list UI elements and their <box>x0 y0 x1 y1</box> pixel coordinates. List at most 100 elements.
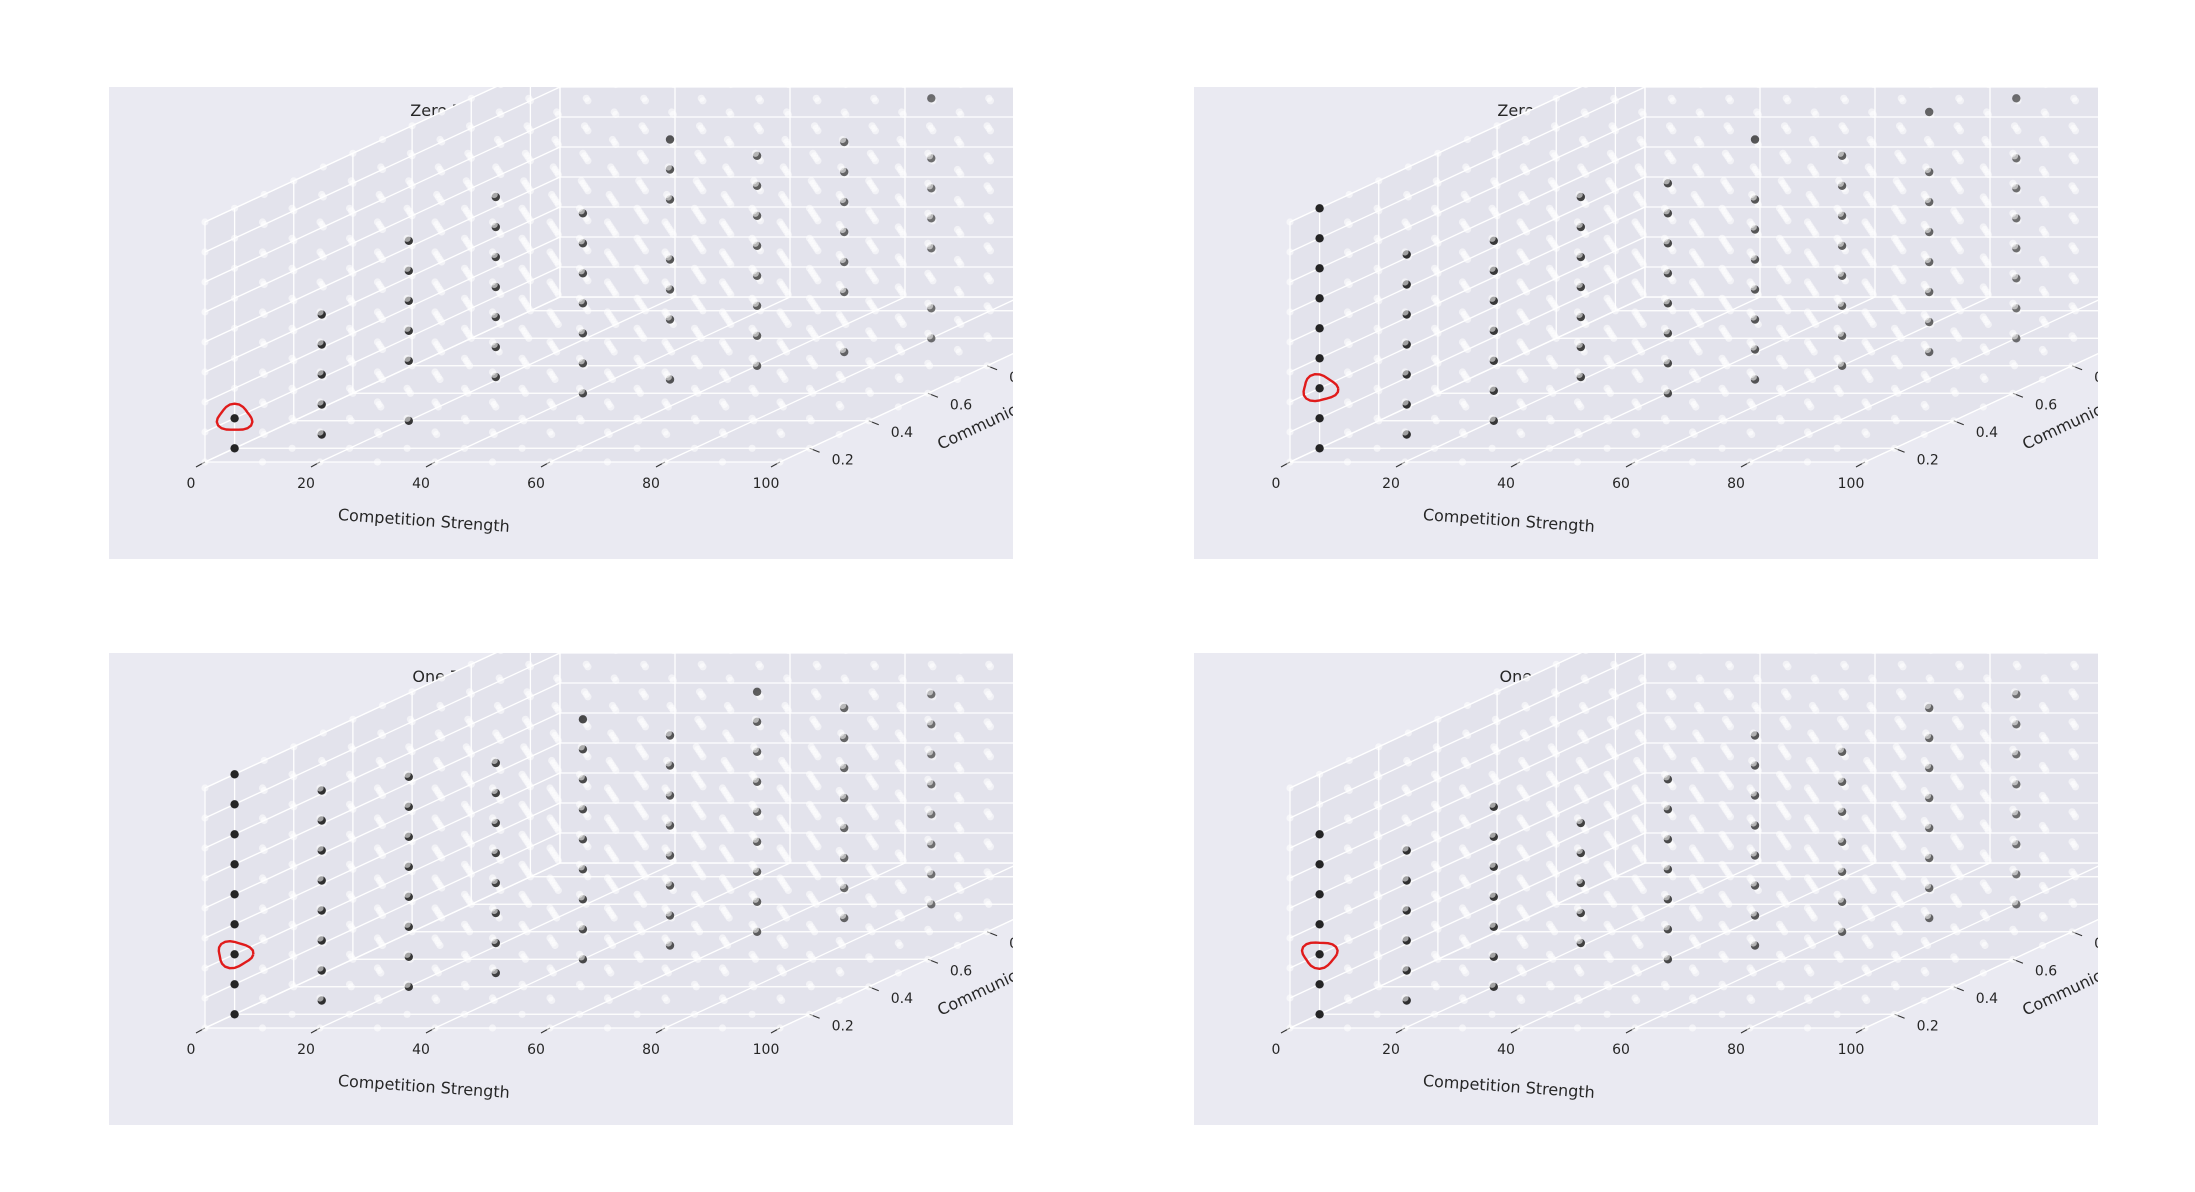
empty-point <box>288 950 296 958</box>
empty-point <box>691 264 699 272</box>
highlight-annotation <box>215 402 254 431</box>
empty-point <box>924 209 932 217</box>
empty-point <box>661 368 669 376</box>
empty-point <box>1603 980 1611 988</box>
empty-point <box>518 890 526 898</box>
empty-point <box>1580 674 1588 682</box>
empty-point <box>349 715 357 723</box>
data-point <box>230 770 239 779</box>
empty-point <box>258 308 267 316</box>
empty-point <box>1776 264 1784 272</box>
empty-point <box>1922 729 1930 737</box>
empty-point <box>1460 756 1468 765</box>
empty-point <box>201 278 209 286</box>
tick-labels: 0204060801000.20.40.60.81.01.20.500.751.… <box>1272 370 2098 492</box>
empty-point <box>1920 906 1928 915</box>
empty-point <box>1950 357 1958 365</box>
empty-point <box>2009 925 2017 933</box>
empty-point <box>1776 204 1784 212</box>
empty-point <box>546 934 554 942</box>
x-tick-label: 0 <box>1272 1042 1281 1058</box>
data-point <box>1315 1010 1324 1019</box>
empty-point <box>776 428 784 436</box>
empty-point <box>1861 428 1869 436</box>
empty-point <box>518 950 526 958</box>
empty-point <box>349 149 357 157</box>
empty-point <box>924 239 932 247</box>
data-point <box>1315 920 1324 929</box>
empty-point <box>691 234 699 242</box>
empty-point <box>1688 458 1697 466</box>
empty-point <box>748 204 756 212</box>
empty-point <box>260 756 268 765</box>
empty-point <box>1573 398 1582 406</box>
empty-point <box>288 920 296 928</box>
empty-point <box>1950 743 1958 751</box>
empty-point <box>776 338 784 346</box>
empty-point <box>924 179 932 187</box>
empty-point <box>661 844 669 852</box>
empty-point <box>288 234 296 242</box>
empty-point <box>201 934 209 942</box>
empty-point <box>835 190 843 199</box>
empty-point <box>1488 1010 1496 1018</box>
empty-point <box>865 743 873 751</box>
empty-point <box>431 964 439 972</box>
empty-point <box>1810 108 1818 116</box>
empty-point <box>603 428 612 436</box>
empty-point <box>1375 743 1383 751</box>
empty-point <box>1431 234 1439 242</box>
empty-point <box>776 248 784 256</box>
empty-point <box>581 122 589 130</box>
empty-point <box>488 458 497 466</box>
empty-point <box>1343 398 1352 406</box>
empty-point <box>806 384 814 392</box>
empty-point <box>316 814 324 822</box>
empty-point <box>1950 207 1958 215</box>
empty-point <box>783 674 791 682</box>
empty-point <box>728 87 734 89</box>
empty-point <box>953 315 962 324</box>
empty-point <box>835 430 843 439</box>
empty-point <box>1573 338 1582 346</box>
empty-point <box>1718 444 1726 452</box>
empty-point <box>1698 87 1704 89</box>
empty-point <box>953 285 962 294</box>
empty-point <box>633 414 641 422</box>
empty-point <box>866 149 875 157</box>
empty-point <box>518 264 526 272</box>
empty-point <box>1777 743 1785 751</box>
empty-point <box>1746 218 1754 226</box>
empty-point <box>1546 920 1554 928</box>
empty-point <box>748 234 756 242</box>
empty-point <box>318 190 326 199</box>
empty-point <box>461 770 469 778</box>
empty-point <box>865 923 873 931</box>
empty-point <box>1951 715 1959 723</box>
empty-point <box>1782 94 1790 102</box>
empty-point <box>2070 94 2078 102</box>
empty-point <box>748 800 756 808</box>
empty-point <box>467 94 475 102</box>
empty-point <box>2009 269 2017 277</box>
empty-point <box>776 904 784 912</box>
empty-point <box>1546 950 1554 958</box>
empty-point <box>635 177 643 185</box>
x-tick-label: 80 <box>1727 1042 1745 1058</box>
empty-point <box>1923 135 1932 144</box>
empty-point <box>1546 204 1554 212</box>
empty-point <box>865 327 873 335</box>
empty-point <box>1955 660 1963 668</box>
empty-point <box>1373 980 1381 988</box>
empty-point <box>603 844 612 852</box>
empty-point <box>2068 868 2076 876</box>
empty-point <box>1603 204 1611 212</box>
empty-point <box>661 874 669 882</box>
empty-point <box>2068 182 2076 190</box>
empty-point <box>924 835 932 843</box>
x-tick-label: 40 <box>412 1042 430 1058</box>
empty-point <box>377 163 385 171</box>
empty-point <box>488 308 497 316</box>
empty-point <box>1776 384 1784 392</box>
empty-point <box>633 324 641 332</box>
